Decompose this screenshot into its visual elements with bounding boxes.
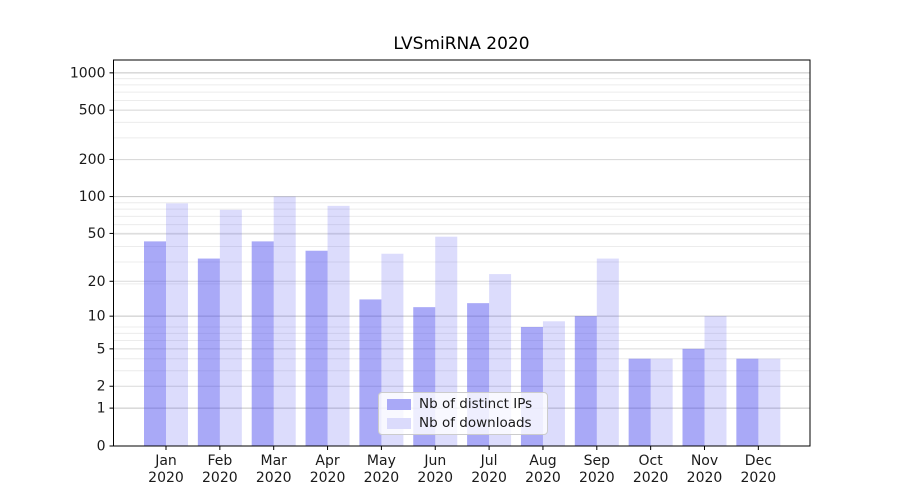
x-tick-label: Aug [529, 453, 556, 469]
y-tick-label: 2 [97, 379, 106, 395]
bar-distinct-ips-12 [736, 358, 759, 446]
bar-downloads-3 [273, 196, 296, 446]
x-tick-label: 2020 [741, 470, 777, 486]
y-tick-label: 1000 [70, 65, 106, 81]
bar-downloads-12 [758, 358, 781, 446]
bar-distinct-ips-10 [628, 358, 651, 446]
x-tick-label: 2020 [364, 470, 400, 486]
bar-downloads-1 [166, 203, 188, 446]
y-tick-label: 20 [88, 274, 106, 290]
legend-item-downloads: Nb of downloads [387, 415, 539, 431]
y-tick-label: 0 [97, 439, 106, 455]
x-tick-label: 2020 [202, 470, 238, 486]
x-tick-label: Jan [154, 453, 177, 469]
legend-item-distinct-ips: Nb of distinct IPs [387, 396, 539, 412]
y-tick-label: 50 [88, 226, 106, 242]
bar-downloads-11 [704, 316, 727, 446]
bar-downloads-9 [596, 258, 619, 446]
x-tick-label: Jul [480, 453, 498, 469]
bar-distinct-ips-4 [305, 250, 328, 446]
bar-distinct-ips-2 [197, 258, 220, 446]
x-tick-label: 2020 [310, 470, 346, 486]
x-tick-label: 2020 [471, 470, 507, 486]
y-tick-label: 500 [79, 103, 106, 119]
plot-border [113, 59, 811, 447]
x-tick-label: 2020 [579, 470, 615, 486]
y-tick-label: 1 [97, 401, 106, 417]
x-tick-label: 2020 [687, 470, 723, 486]
bar-downloads-2 [219, 209, 242, 446]
legend-label-downloads: Nb of downloads [419, 415, 532, 431]
y-tick-label: 10 [88, 309, 106, 325]
y-tick-label: 5 [97, 341, 106, 357]
x-tick-label: Dec [745, 453, 772, 469]
x-tick-label: 2020 [525, 470, 561, 486]
chart-title: LVSmiRNA 2020 [393, 34, 530, 54]
bar-distinct-ips-11 [682, 348, 705, 446]
x-tick-label: Oct [639, 453, 664, 469]
x-tick-label: 2020 [148, 470, 184, 486]
x-tick-label: 2020 [256, 470, 292, 486]
legend-swatch-distinct-ips [387, 398, 411, 410]
x-tick-label: Sep [584, 453, 611, 469]
bar-downloads-8 [542, 321, 565, 446]
x-tick-label: 2020 [633, 470, 669, 486]
bar-distinct-ips-3 [251, 241, 274, 446]
x-tick-label: Jun [423, 453, 446, 469]
bar-distinct-ips-5 [359, 299, 382, 446]
legend-swatch-downloads [387, 417, 411, 429]
x-tick-label: Nov [691, 453, 718, 469]
x-tick-label: Mar [260, 453, 287, 469]
x-tick-label: Feb [207, 453, 232, 469]
y-tick-label: 200 [79, 152, 106, 168]
bar-downloads-10 [650, 358, 673, 446]
y-tick-label: 100 [79, 189, 106, 205]
legend: Nb of distinct IPs Nb of downloads [378, 392, 548, 435]
legend-label-distinct-ips: Nb of distinct IPs [419, 396, 533, 412]
x-tick-label: May [367, 453, 396, 469]
x-tick-label: Apr [315, 453, 339, 469]
bar-distinct-ips-9 [574, 316, 597, 446]
bar-distinct-ips-1 [144, 241, 166, 446]
x-tick-label: 2020 [417, 470, 453, 486]
bar-downloads-4 [327, 205, 350, 446]
